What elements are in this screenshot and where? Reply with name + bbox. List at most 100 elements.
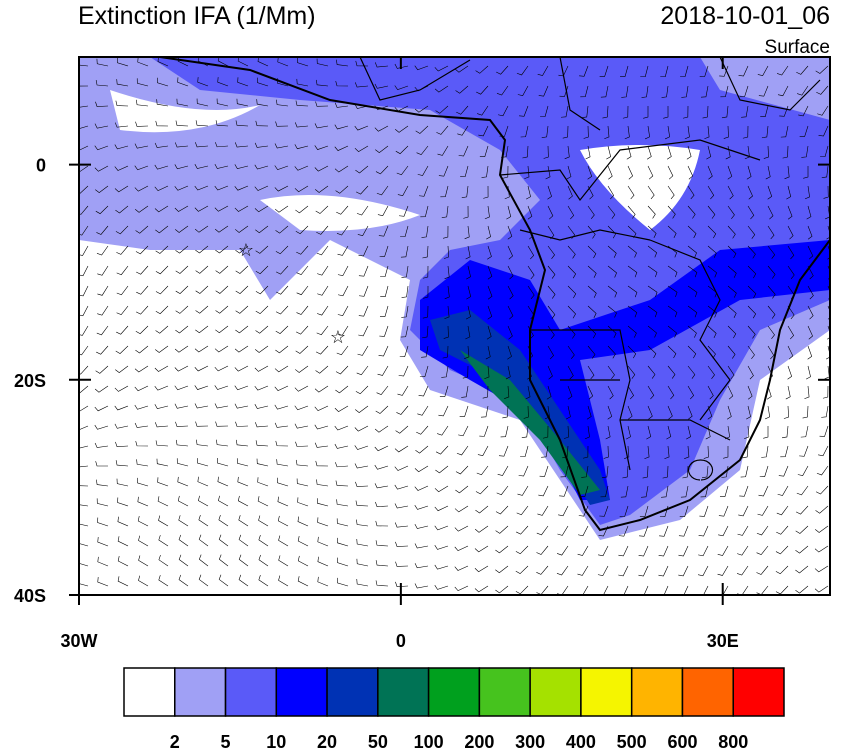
barb — [137, 496, 149, 507]
barb — [627, 365, 636, 379]
barb — [443, 245, 450, 259]
barb — [502, 405, 509, 419]
barb — [138, 555, 149, 567]
barb — [356, 558, 369, 567]
barb — [277, 515, 289, 527]
barb — [818, 445, 829, 457]
barb — [358, 325, 369, 337]
barb — [317, 285, 329, 296]
barb — [238, 534, 249, 547]
barb — [217, 458, 229, 467]
barb — [218, 515, 229, 527]
barb — [700, 485, 709, 498]
barb — [297, 576, 309, 587]
barb — [663, 585, 669, 595]
barb — [725, 145, 731, 160]
barb — [422, 305, 429, 319]
colorbar-label: 400 — [566, 732, 596, 750]
barb — [681, 85, 689, 98]
barb — [334, 425, 349, 431]
barb — [438, 165, 449, 177]
barb — [336, 345, 349, 356]
barb — [780, 125, 789, 138]
barb — [598, 545, 609, 557]
barb — [194, 185, 209, 191]
barb — [556, 565, 569, 576]
barb — [374, 445, 389, 452]
barb — [414, 485, 429, 491]
colorbar-box — [377, 667, 430, 717]
barb — [96, 325, 109, 336]
barb — [357, 345, 369, 356]
barb — [620, 485, 629, 498]
barb — [501, 145, 509, 158]
barb — [547, 225, 555, 240]
barb — [687, 405, 693, 420]
barb — [254, 164, 269, 170]
barb — [659, 525, 669, 537]
colorbar-box — [630, 667, 684, 717]
barb — [195, 285, 209, 294]
barb — [315, 101, 329, 107]
barb — [396, 405, 409, 415]
barb — [567, 365, 574, 380]
barb — [94, 123, 109, 129]
barb — [317, 576, 329, 587]
barb — [487, 285, 493, 300]
barb — [587, 245, 597, 259]
barb — [687, 265, 698, 278]
x-tick-label: 30W — [60, 631, 97, 651]
barb — [117, 57, 129, 67]
barb — [379, 245, 389, 257]
barb — [258, 554, 269, 567]
barb — [356, 365, 369, 376]
barb — [255, 285, 269, 295]
barb — [687, 325, 697, 338]
barb — [767, 365, 774, 380]
barb — [115, 365, 129, 374]
barb — [516, 525, 529, 535]
barb — [700, 85, 709, 98]
barb — [194, 385, 209, 390]
barb — [399, 345, 409, 357]
barb — [642, 465, 649, 479]
barb — [687, 365, 696, 379]
barb — [215, 421, 229, 427]
barb — [547, 265, 556, 279]
barb — [767, 305, 776, 319]
barb — [795, 585, 809, 594]
barb — [455, 85, 469, 94]
barb — [414, 465, 429, 473]
barb — [115, 205, 129, 214]
barb — [194, 345, 209, 353]
barb — [702, 105, 709, 119]
barb — [176, 98, 189, 107]
colorbar-label: 600 — [667, 732, 697, 750]
barb — [97, 517, 109, 527]
barb — [255, 225, 269, 234]
barb — [297, 497, 309, 507]
barb — [435, 465, 449, 474]
barb — [775, 585, 789, 595]
barb — [626, 425, 631, 440]
barb — [177, 476, 189, 487]
barb — [434, 505, 449, 512]
barb — [687, 245, 697, 258]
barb — [647, 185, 655, 200]
barb — [94, 385, 109, 393]
colorbar-box — [529, 667, 582, 717]
barb — [546, 385, 552, 400]
barb — [96, 245, 109, 256]
barb — [607, 265, 617, 278]
barb — [395, 145, 409, 155]
barb — [484, 205, 490, 220]
barb — [644, 125, 650, 140]
barb — [707, 305, 717, 318]
barb — [667, 305, 678, 318]
barb — [707, 225, 717, 239]
barb — [234, 385, 249, 391]
barb — [527, 325, 534, 340]
barb — [95, 185, 109, 194]
barb — [464, 345, 470, 359]
barb — [816, 85, 829, 95]
